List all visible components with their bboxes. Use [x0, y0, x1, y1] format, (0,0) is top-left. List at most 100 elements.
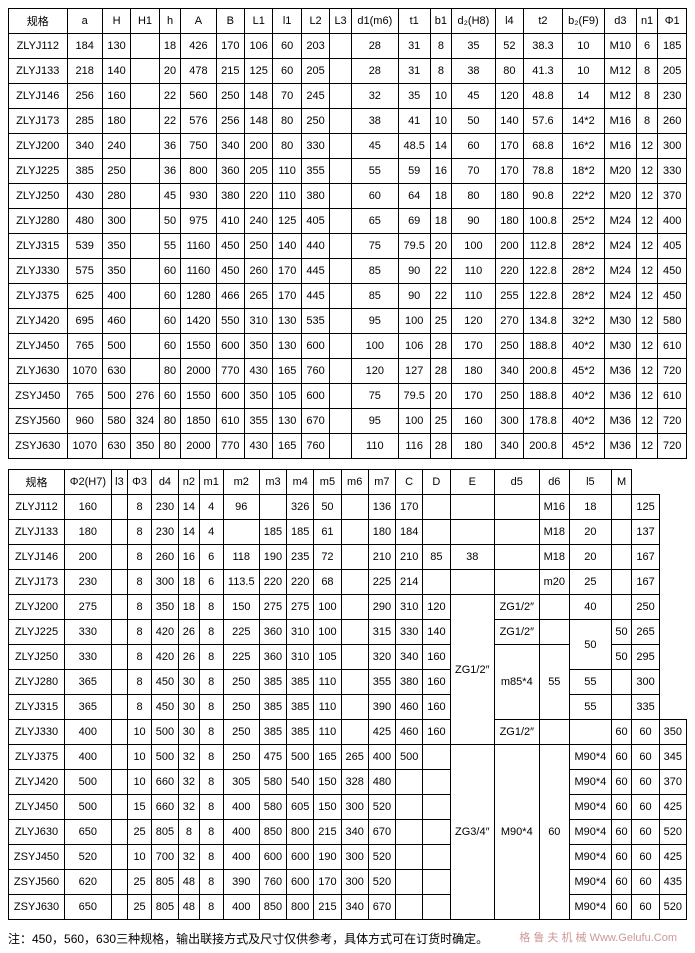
data-cell: m85*4	[495, 645, 540, 720]
header-cell: d5	[495, 470, 540, 495]
data-cell: 20	[570, 545, 612, 570]
data-cell: 50	[159, 209, 181, 234]
header-cell: d4	[151, 470, 178, 495]
data-cell: ZLYJ375	[9, 284, 68, 309]
data-cell	[341, 570, 368, 595]
table-row: ZLYJ1462008260166118190235722102108538M1…	[9, 545, 687, 570]
table-row: ZLYJ280480300509754102401254056569189018…	[9, 209, 687, 234]
data-cell: 8	[430, 59, 452, 84]
data-cell: 805	[151, 820, 178, 845]
data-cell: 48.8	[524, 84, 563, 109]
data-cell: 200.8	[524, 359, 563, 384]
data-cell: 130	[273, 309, 301, 334]
data-cell: 122.8	[524, 259, 563, 284]
data-cell: 170	[396, 495, 423, 520]
data-cell: 14*2	[562, 109, 604, 134]
data-cell	[111, 820, 128, 845]
data-cell: 90	[452, 209, 495, 234]
data-cell: 60	[452, 134, 495, 159]
data-cell: 125	[632, 495, 659, 520]
data-cell: 148	[245, 84, 273, 109]
data-cell	[131, 234, 159, 259]
data-cell: 500	[102, 334, 130, 359]
data-cell: 180	[452, 434, 495, 459]
data-cell: M36	[604, 359, 636, 384]
data-cell: 355	[301, 159, 329, 184]
data-cell: 670	[368, 895, 395, 920]
data-cell: 8	[128, 570, 152, 595]
data-cell: M24	[604, 234, 636, 259]
data-cell: 550	[216, 309, 244, 334]
data-cell: 125	[273, 209, 301, 234]
data-cell: 450	[216, 234, 244, 259]
data-cell: 220	[259, 570, 286, 595]
data-cell: 100	[314, 620, 341, 645]
data-cell: 450	[658, 259, 687, 284]
data-cell: 720	[658, 409, 687, 434]
data-cell: 600	[301, 384, 329, 409]
data-cell: 100.8	[524, 209, 563, 234]
data-cell: 165	[273, 434, 301, 459]
data-cell: 610	[658, 384, 687, 409]
data-cell: ZLYJ280	[9, 209, 68, 234]
data-cell: 8	[430, 34, 452, 59]
data-cell: 450	[658, 284, 687, 309]
data-cell: ZLYJ450	[9, 334, 68, 359]
data-cell: 120	[495, 84, 523, 109]
data-cell: 760	[301, 359, 329, 384]
data-cell: 500	[65, 770, 112, 795]
data-cell: M12	[604, 84, 636, 109]
data-cell: 575	[67, 259, 102, 284]
data-cell: 178.8	[524, 409, 563, 434]
data-cell: ZG3/4″	[450, 745, 495, 920]
data-cell: 435	[659, 870, 686, 895]
header-cell: t1	[398, 9, 430, 34]
data-cell: 12	[636, 134, 658, 159]
data-cell: 167	[632, 545, 659, 570]
data-cell: 100	[398, 309, 430, 334]
data-cell: 60	[611, 795, 632, 820]
data-cell: 40*2	[562, 384, 604, 409]
data-cell: 560	[181, 84, 216, 109]
data-cell	[111, 795, 128, 820]
data-cell: 300	[341, 870, 368, 895]
data-cell: 430	[67, 184, 102, 209]
data-cell: 18	[430, 209, 452, 234]
data-cell: 22	[159, 84, 181, 109]
data-cell: 350	[131, 434, 159, 459]
data-cell: 12	[636, 209, 658, 234]
data-cell: 265	[245, 284, 273, 309]
data-cell: 68.8	[524, 134, 563, 159]
data-cell: 110	[273, 184, 301, 209]
data-cell: 250	[216, 84, 244, 109]
data-cell: 340	[216, 134, 244, 159]
data-cell	[330, 34, 352, 59]
data-cell: ZLYJ420	[9, 309, 68, 334]
header-cell: l4	[495, 9, 523, 34]
data-cell: 8	[199, 595, 223, 620]
data-cell: ZLYJ375	[9, 745, 65, 770]
table-row: ZLYJ133218140204782151256020528318388041…	[9, 59, 687, 84]
data-cell	[611, 520, 632, 545]
data-cell: 116	[398, 434, 430, 459]
data-cell	[423, 745, 450, 770]
data-cell: M30	[604, 309, 636, 334]
data-cell: 50	[452, 109, 495, 134]
table-row: ZLYJ112184130184261701066020328318355238…	[9, 34, 687, 59]
data-cell: 324	[131, 409, 159, 434]
data-cell: 60	[159, 284, 181, 309]
data-cell: 520	[659, 895, 686, 920]
data-cell: 80	[273, 134, 301, 159]
data-cell	[611, 595, 632, 620]
data-cell	[341, 720, 368, 745]
data-cell: 38	[452, 59, 495, 84]
data-cell: 650	[65, 820, 112, 845]
data-cell: 106	[245, 34, 273, 59]
data-cell: 520	[368, 795, 395, 820]
data-cell: m20	[539, 570, 570, 595]
data-cell: 230	[151, 495, 178, 520]
data-cell: 52	[495, 34, 523, 59]
data-cell: 110	[314, 720, 341, 745]
header-cell: h	[159, 9, 181, 34]
data-cell: 25	[570, 570, 612, 595]
